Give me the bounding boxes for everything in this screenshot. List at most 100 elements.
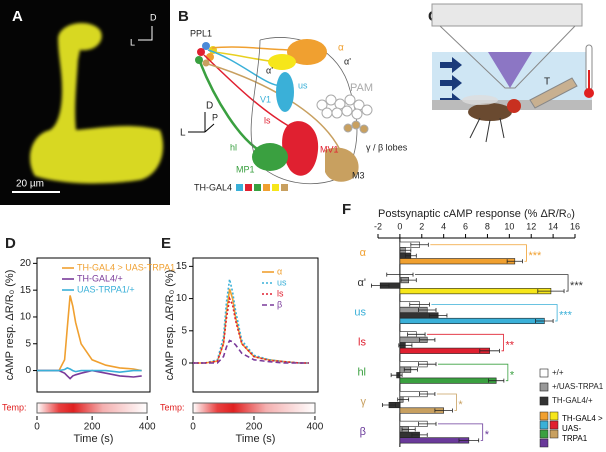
error-bar [419, 337, 436, 342]
significance-bracket [430, 244, 527, 262]
significance-label: *** [570, 280, 584, 292]
compass-l: L [130, 37, 135, 47]
y-tick-label: 15 [20, 285, 32, 296]
x-tick-label: 0 [397, 221, 402, 231]
error-bar [535, 318, 554, 323]
error-bar [381, 403, 396, 408]
significance-label: * [510, 369, 515, 381]
series-line [193, 339, 309, 364]
alpha-prime-label: α' [344, 56, 351, 66]
series-line [193, 295, 309, 364]
y-tick-label: 5 [181, 325, 187, 336]
bar [399, 288, 552, 295]
error-bar [404, 253, 417, 258]
legend-label: TH-GAL4 > UAS-TRPA1 [562, 414, 603, 443]
panel-c: C T [428, 3, 594, 143]
plot-frame [192, 257, 319, 393]
error-bar [479, 348, 500, 353]
plot-frame [36, 257, 151, 393]
legend-label: us [277, 277, 287, 287]
category-label: γ [361, 396, 367, 408]
legend-swatch [549, 420, 559, 430]
significance-label: *** [528, 250, 542, 262]
x-tick-label: 200 [84, 422, 101, 433]
beam [488, 52, 532, 88]
probe-label: T [544, 77, 550, 88]
legend-swatch [539, 429, 549, 439]
pam-label: PAM [350, 82, 373, 94]
error-bar [371, 283, 390, 288]
driver-swatches [236, 184, 288, 191]
x-tick-label: 4 [441, 221, 446, 231]
legend-swatch [539, 368, 549, 378]
significance-bracket [427, 333, 504, 352]
ls-region [282, 121, 319, 176]
legend-swatch [539, 438, 549, 448]
y-tick-label: 10 [176, 293, 188, 304]
x-axis-label: Time (s) [236, 433, 276, 445]
mushroom-body [30, 23, 164, 184]
thermometer-bulb [584, 88, 594, 98]
x-tick-label: 400 [307, 422, 324, 433]
objective [431, 3, 583, 27]
y-axis-label: cAMP resp. ΔR/R₀ (%) [164, 270, 176, 381]
series-line [37, 295, 142, 372]
significance-bracket [431, 304, 558, 322]
bar [399, 317, 545, 325]
error-bar [418, 421, 437, 426]
x-tick-label: 0 [34, 422, 40, 433]
series-line [193, 288, 309, 364]
category-label: α [360, 247, 367, 259]
legend-swatch [539, 382, 549, 392]
temp-bar [192, 402, 316, 414]
x-axis-label: Time (s) [74, 433, 114, 445]
gamma-beta-label: γ / β lobes [366, 142, 408, 152]
error-bar [400, 278, 417, 283]
legend-label: TH-GAL4/+ [77, 273, 123, 283]
bar [399, 347, 490, 354]
legend-label: +/UAS-TRPA1 [552, 382, 604, 391]
panel-label: A [12, 8, 23, 25]
significance-label: ** [505, 339, 514, 351]
error-bar [390, 373, 403, 378]
v1-label: V1 [260, 94, 271, 104]
x-tick-label: 6 [463, 221, 468, 231]
legend-label: TH-GAL4/+ [552, 396, 593, 405]
compass [138, 26, 153, 41]
alpha-label: α [338, 43, 344, 54]
legend-label: ls [277, 288, 284, 298]
compass-d: D [206, 101, 213, 112]
hl-label: hl [230, 142, 237, 152]
temp-label: Temp: [2, 402, 27, 412]
hl-region [252, 143, 288, 171]
error-bar [418, 307, 437, 312]
error-bar [429, 313, 448, 318]
us-label: us [298, 80, 308, 90]
significance-bracket [415, 274, 569, 292]
x-tick-label: 14 [548, 221, 558, 231]
bar [399, 258, 516, 265]
legend-label: α [277, 266, 282, 276]
error-bar [409, 302, 430, 307]
compass-d: D [150, 12, 157, 22]
legend-label: TH-GAL4 > UAS-TRPA1 [77, 262, 175, 272]
driver-label: TH-GAL4 [194, 182, 232, 192]
legend-label: UAS-TRPA1/+ [77, 284, 135, 294]
significance-bracket [436, 393, 457, 411]
temp-bar [36, 402, 148, 414]
panel-label: F [342, 201, 351, 218]
significance-label: * [458, 399, 463, 411]
category-label: α' [358, 277, 366, 289]
error-bar [398, 343, 413, 348]
legend-swatch [539, 420, 549, 430]
error-bar [434, 408, 453, 413]
panel-label: D [5, 235, 16, 252]
y-tick-label: 0 [25, 365, 31, 376]
error-bar [403, 367, 418, 372]
bar [399, 437, 470, 444]
error-bar [411, 432, 428, 437]
compass-p: P [212, 112, 218, 122]
x-tick-label: 0 [190, 422, 196, 433]
series-line [193, 279, 309, 364]
error-bar [418, 362, 437, 367]
